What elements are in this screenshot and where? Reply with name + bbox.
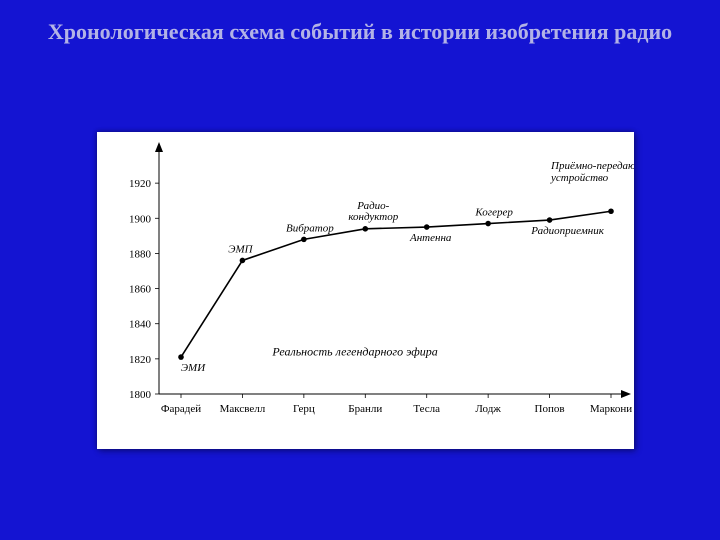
y-tick-label: 1860	[129, 284, 152, 296]
data-point	[362, 226, 368, 232]
slide-title: Хронологическая схема событий в истории …	[0, 0, 720, 46]
point-label: Антенна	[409, 232, 452, 244]
data-point	[424, 224, 430, 230]
x-category-label: Фарадей	[161, 403, 201, 415]
timeline-chart: 1800 1820 1840 1860 1880 1900 1920 Фарадей Максв…	[97, 132, 634, 449]
x-category-label: Максвелл	[220, 403, 266, 415]
y-tick-label: 1900	[129, 213, 152, 225]
point-label: Вибратор	[286, 222, 334, 234]
y-tick-label: 1800	[129, 389, 152, 401]
data-point	[608, 208, 614, 214]
y-tick-label: 1820	[129, 354, 152, 366]
data-point	[178, 354, 184, 360]
x-category-label: Герц	[293, 403, 315, 415]
point-label: кондуктор	[348, 211, 398, 223]
x-category-label: Попов	[535, 403, 565, 415]
data-point	[547, 217, 553, 223]
y-tick-label: 1920	[129, 178, 152, 190]
point-label: ЭМП	[228, 243, 253, 255]
point-label: ЭМИ	[181, 362, 206, 374]
data-point	[485, 221, 491, 227]
chart-caption: Реальность легендарного эфира	[271, 344, 437, 358]
x-category-label: Тесла	[413, 403, 440, 415]
data-point	[240, 258, 246, 264]
x-category-label: Бранли	[348, 403, 382, 415]
y-tick-label: 1840	[129, 319, 152, 331]
top-right-label: Приёмно-передающее	[550, 160, 634, 172]
point-label: Радиоприемник	[530, 225, 604, 237]
data-point	[301, 237, 307, 243]
y-tick-label: 1880	[129, 248, 152, 260]
chart-panel: 1800 1820 1840 1860 1880 1900 1920 Фарадей Максв…	[97, 132, 634, 449]
x-category-label: Маркони	[590, 403, 632, 415]
x-category-label: Лодж	[475, 403, 501, 415]
point-label: Когерер	[474, 207, 513, 219]
top-right-label: устройство	[550, 172, 609, 184]
